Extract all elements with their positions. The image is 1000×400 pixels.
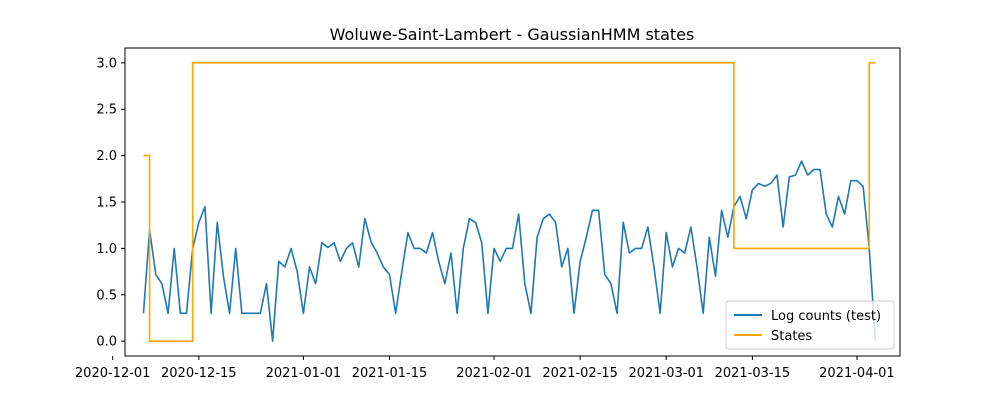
x-tick-label: 2021-01-01 — [266, 366, 342, 381]
chart-title: Woluwe-Saint-Lambert - GaussianHMM state… — [330, 25, 695, 44]
x-tick-label: 2020-12-15 — [161, 366, 237, 381]
y-tick-label: 2.0 — [96, 149, 117, 164]
y-tick-label: 1.0 — [96, 242, 117, 257]
series-layer — [142, 62, 877, 342]
legend-label-states: States — [771, 329, 812, 344]
x-tick-label: 2021-01-15 — [352, 366, 428, 381]
x-tick-label: 2021-03-01 — [628, 366, 704, 381]
x-tick-label: 2021-02-15 — [542, 366, 618, 381]
series-line-log-counts — [142, 160, 877, 342]
legend-label-log-counts: Log counts (test) — [771, 309, 881, 324]
x-tick-label: 2021-03-15 — [715, 366, 791, 381]
y-tick-label: 2.5 — [96, 103, 117, 118]
x-tick-label: 2021-04-01 — [819, 366, 895, 381]
x-tick-label: 2021-02-01 — [456, 366, 532, 381]
x-tick-label: 2020-12-01 — [75, 366, 151, 381]
y-tick-label: 1.5 — [96, 196, 117, 211]
x-axis: 2020-12-01 2020-12-15 2021-01-01 2021-01-15… — [75, 356, 895, 381]
y-tick-label: 3.0 — [96, 56, 117, 71]
legend: Log counts (test) States — [725, 300, 895, 350]
series-line-states — [143, 62, 876, 342]
y-tick-label: 0.0 — [96, 335, 117, 350]
y-tick-label: 0.5 — [96, 288, 117, 303]
y-axis: 0.0 0.5 1.0 1.5 2.0 2.5 3.0 — [96, 56, 125, 350]
legend-box — [725, 300, 895, 350]
